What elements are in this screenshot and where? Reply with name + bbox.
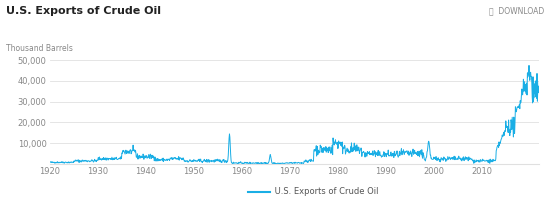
Text: ⤓  DOWNLOAD: ⤓ DOWNLOAD xyxy=(490,6,544,15)
Text: U.S. Exports of Crude Oil: U.S. Exports of Crude Oil xyxy=(6,6,161,16)
Text: U.S. Exports of Crude Oil: U.S. Exports of Crude Oil xyxy=(272,188,379,196)
Text: Thousand Barrels: Thousand Barrels xyxy=(6,44,73,53)
